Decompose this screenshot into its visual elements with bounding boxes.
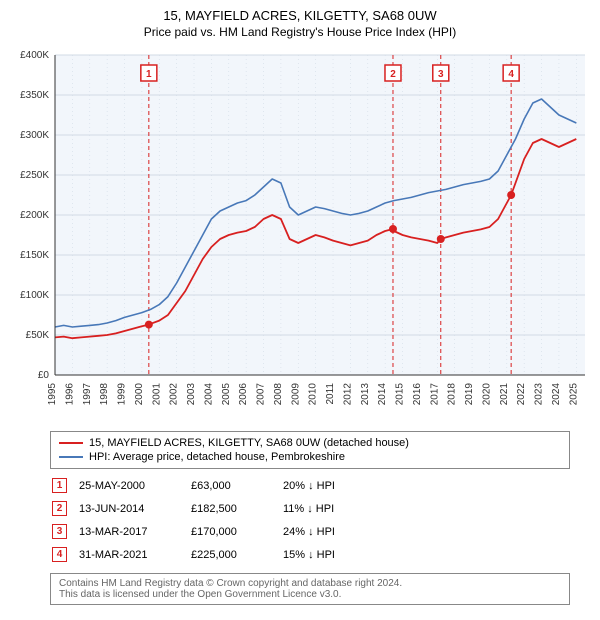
svg-text:£400K: £400K (20, 50, 49, 61)
legend-swatch (59, 456, 83, 458)
legend-item: 15, MAYFIELD ACRES, KILGETTY, SA68 0UW (… (59, 436, 561, 450)
legend-label: HPI: Average price, detached house, Pemb… (89, 451, 345, 463)
svg-text:1996: 1996 (64, 383, 75, 406)
svg-text:2000: 2000 (134, 383, 145, 406)
svg-text:1999: 1999 (117, 383, 128, 406)
sale-row: 2 13-JUN-2014£182,50011% ↓ HPI (52, 498, 345, 519)
svg-text:2012: 2012 (342, 383, 353, 406)
legend-item: HPI: Average price, detached house, Pemb… (59, 450, 561, 464)
svg-text:1: 1 (146, 69, 152, 80)
svg-text:2003: 2003 (186, 383, 197, 406)
sale-marker: 1 (52, 478, 67, 493)
svg-text:2015: 2015 (395, 383, 406, 406)
svg-text:2025: 2025 (568, 383, 579, 406)
svg-text:£100K: £100K (20, 290, 49, 301)
sale-date: 13-JUN-2014 (79, 498, 189, 519)
svg-text:2005: 2005 (221, 383, 232, 406)
svg-text:2002: 2002 (169, 383, 180, 406)
svg-text:£250K: £250K (20, 170, 49, 181)
legend-swatch (59, 442, 83, 444)
svg-text:2014: 2014 (377, 383, 388, 406)
legend: 15, MAYFIELD ACRES, KILGETTY, SA68 0UW (… (50, 431, 570, 469)
sale-date: 25-MAY-2000 (79, 475, 189, 496)
svg-text:4: 4 (508, 69, 514, 80)
svg-text:2016: 2016 (412, 383, 423, 406)
sale-marker: 4 (52, 547, 67, 562)
sale-pct: 24% ↓ HPI (283, 521, 345, 542)
svg-text:2007: 2007 (256, 383, 267, 406)
svg-text:2011: 2011 (325, 383, 336, 405)
svg-text:2008: 2008 (273, 383, 284, 406)
sales-table: 1 25-MAY-2000£63,00020% ↓ HPI 2 13-JUN-2014… (50, 473, 347, 567)
chart-subtitle: Price paid vs. HM Land Registry's House … (0, 23, 600, 45)
svg-text:£300K: £300K (20, 130, 49, 141)
svg-text:£50K: £50K (26, 330, 50, 341)
svg-text:2021: 2021 (499, 383, 510, 406)
chart-title: 15, MAYFIELD ACRES, KILGETTY, SA68 0UW (0, 0, 600, 23)
sale-price: £170,000 (191, 521, 281, 542)
sale-row: 4 31-MAR-2021£225,00015% ↓ HPI (52, 544, 345, 565)
svg-text:2019: 2019 (464, 383, 475, 406)
sale-pct: 11% ↓ HPI (283, 498, 345, 519)
svg-text:2023: 2023 (534, 383, 545, 406)
svg-text:£150K: £150K (20, 250, 49, 261)
sale-date: 13-MAR-2017 (79, 521, 189, 542)
svg-text:2006: 2006 (238, 383, 249, 406)
svg-text:2013: 2013 (360, 383, 371, 406)
svg-text:2020: 2020 (481, 383, 492, 406)
attribution: Contains HM Land Registry data © Crown c… (50, 573, 570, 605)
svg-text:£0: £0 (38, 370, 50, 381)
legend-label: 15, MAYFIELD ACRES, KILGETTY, SA68 0UW (… (89, 437, 409, 449)
svg-text:2010: 2010 (308, 383, 319, 406)
svg-text:2004: 2004 (203, 383, 214, 406)
chart-area: £0 £50K £100K £150K £200K £250K £300K £350K £400… (0, 45, 600, 425)
svg-text:2009: 2009 (290, 383, 301, 406)
svg-text:1997: 1997 (82, 383, 93, 406)
svg-text:2022: 2022 (516, 383, 527, 406)
svg-text:3: 3 (438, 69, 444, 80)
svg-text:2024: 2024 (551, 383, 562, 406)
sale-pct: 20% ↓ HPI (283, 475, 345, 496)
sale-marker: 2 (52, 501, 67, 516)
sale-pct: 15% ↓ HPI (283, 544, 345, 565)
svg-text:£350K: £350K (20, 90, 49, 101)
svg-text:£200K: £200K (20, 210, 49, 221)
sale-row: 3 13-MAR-2017£170,00024% ↓ HPI (52, 521, 345, 542)
attribution-line1: Contains HM Land Registry data © Crown c… (59, 578, 561, 589)
svg-text:2001: 2001 (151, 383, 162, 406)
svg-text:2017: 2017 (429, 383, 440, 406)
sale-row: 1 25-MAY-2000£63,00020% ↓ HPI (52, 475, 345, 496)
svg-text:2: 2 (390, 69, 396, 80)
sale-price: £182,500 (191, 498, 281, 519)
svg-text:1995: 1995 (47, 383, 58, 406)
sale-price: £225,000 (191, 544, 281, 565)
attribution-line2: This data is licensed under the Open Gov… (59, 589, 561, 600)
sale-date: 31-MAR-2021 (79, 544, 189, 565)
sale-price: £63,000 (191, 475, 281, 496)
sale-marker: 3 (52, 524, 67, 539)
svg-text:1998: 1998 (99, 383, 110, 406)
svg-text:2018: 2018 (447, 383, 458, 406)
